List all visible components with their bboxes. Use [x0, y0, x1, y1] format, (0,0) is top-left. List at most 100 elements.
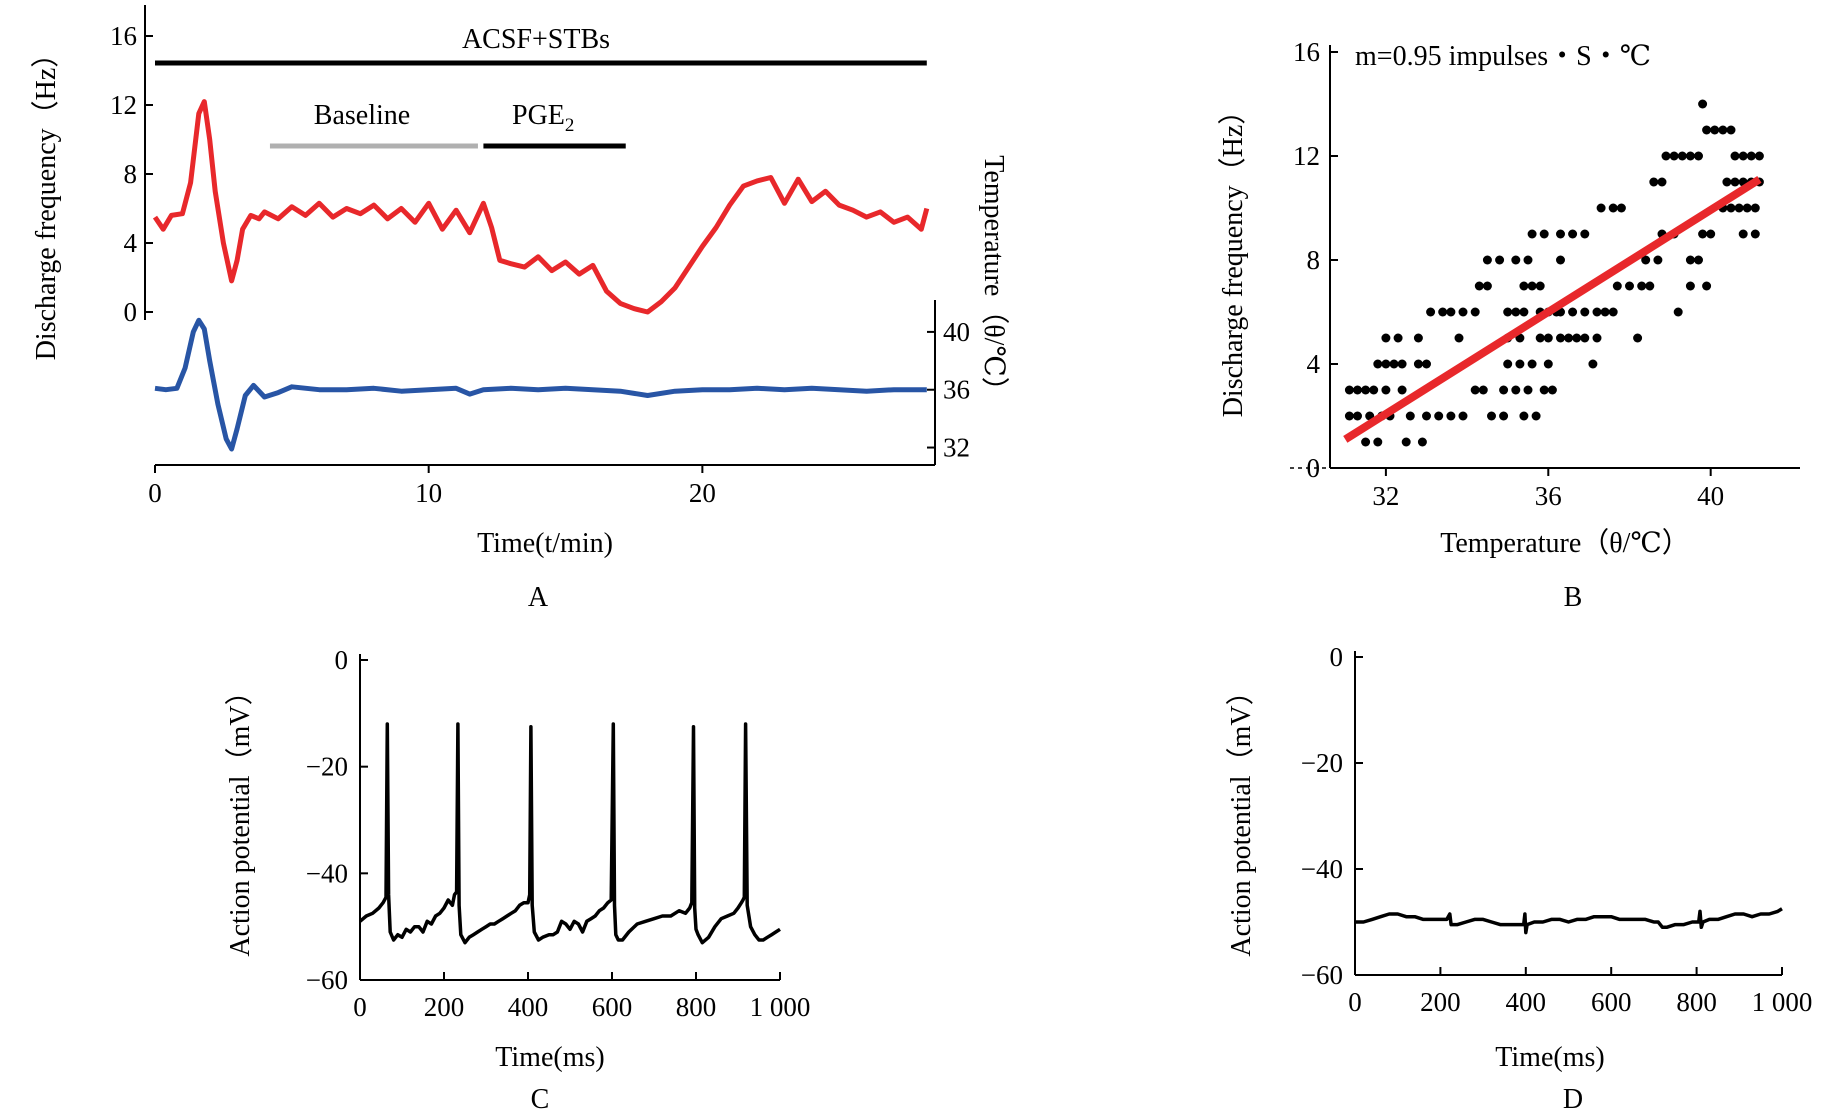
b-ytick-label: 12	[1293, 141, 1320, 171]
scatter-point	[1381, 359, 1391, 369]
scatter-point	[1706, 229, 1716, 239]
scatter-point	[1519, 411, 1529, 421]
scatter-point	[1754, 151, 1764, 161]
scatter-point	[1519, 281, 1529, 291]
scatter-point	[1612, 281, 1622, 291]
scatter-point	[1698, 99, 1708, 109]
scatter-point	[1702, 281, 1712, 291]
scatter-point	[1523, 255, 1533, 265]
scatter-point	[1373, 359, 1383, 369]
d-xtick-label: 800	[1676, 987, 1717, 1017]
scatter-point	[1653, 255, 1663, 265]
scatter-point	[1608, 203, 1618, 213]
scatter-point	[1694, 151, 1703, 161]
scatter-point	[1405, 411, 1415, 421]
scatter-point	[1515, 359, 1525, 369]
scatter-point	[1499, 385, 1509, 395]
scatter-point	[1531, 411, 1541, 421]
panel-d-label: D	[1563, 1084, 1583, 1114]
scatter-point	[1738, 229, 1748, 239]
a-ytick-label: 8	[124, 159, 138, 189]
scatter-point	[1389, 359, 1399, 369]
scatter-point	[1470, 385, 1480, 395]
scatter-point	[1543, 333, 1553, 343]
scatter-point	[1592, 333, 1602, 343]
d-ytick-label: −20	[1301, 748, 1343, 778]
panel-d-xlabel: Time(ms)	[1495, 1042, 1604, 1073]
scatter-point	[1669, 151, 1679, 161]
scatter-point	[1438, 307, 1448, 317]
scatter-point	[1600, 307, 1610, 317]
scatter-point	[1401, 437, 1411, 447]
scatter-point	[1556, 229, 1565, 239]
scatter-point	[1685, 255, 1695, 265]
a-ytick2-label: 32	[943, 433, 970, 463]
c-trace	[358, 722, 781, 945]
d-xtick-label: 400	[1506, 987, 1547, 1017]
panel-b: 0 4 8 12 16 32 36 40 Discharge frequency（Hz） Te…	[1217, 37, 1800, 613]
scatter-point	[1503, 307, 1513, 317]
b-ytick-label: 0	[1307, 453, 1321, 483]
temperature-trace	[154, 317, 927, 452]
scatter-point	[1547, 385, 1557, 395]
c-ytick-label: −60	[306, 965, 348, 995]
scatter-point	[1454, 333, 1464, 343]
scatter-point	[1673, 307, 1683, 317]
scatter-point	[1458, 411, 1468, 421]
a-xtick-label: 10	[415, 478, 442, 508]
c-xtick-label: 400	[508, 992, 549, 1022]
scatter-point	[1710, 125, 1720, 135]
panel-b-xlabel: Temperature（θ/℃）	[1440, 527, 1690, 559]
scatter-point	[1722, 177, 1732, 187]
c-ytick-label: 0	[335, 645, 349, 675]
scatter-point	[1503, 359, 1513, 369]
d-xtick-label: 200	[1420, 987, 1461, 1017]
scatter-point	[1726, 203, 1736, 213]
scatter-point	[1730, 177, 1740, 187]
b-ytick-label: 4	[1307, 349, 1321, 379]
scatter-point	[1750, 203, 1760, 213]
b-xtick-label: 40	[1697, 481, 1724, 511]
scatter-point	[1393, 333, 1403, 343]
scatter-point	[1446, 307, 1456, 317]
scatter-point	[1539, 229, 1549, 239]
scatter-point	[1572, 333, 1582, 343]
scatter-point	[1373, 437, 1383, 447]
scatter-point	[1556, 255, 1565, 265]
scatter-point	[1734, 203, 1744, 213]
a-ytick-label: 16	[110, 21, 137, 51]
d-xtick-label: 1 000	[1752, 987, 1813, 1017]
b-ytick-label: 16	[1293, 37, 1320, 67]
scatter-point	[1616, 203, 1626, 213]
scatter-point	[1625, 281, 1634, 291]
scatter-point	[1381, 385, 1391, 395]
scatter-point	[1511, 255, 1521, 265]
c-xtick-label: 800	[676, 992, 717, 1022]
scatter-point	[1742, 203, 1752, 213]
scatter-point	[1482, 281, 1492, 291]
scatter-point	[1422, 411, 1431, 421]
scatter-point	[1470, 307, 1480, 317]
d-trace	[1355, 907, 1783, 935]
a-ytick-label: 4	[124, 228, 138, 258]
scatter-point	[1426, 307, 1436, 317]
scatter-point	[1495, 255, 1505, 265]
scatter-point	[1580, 307, 1590, 317]
scatter-point	[1596, 203, 1606, 213]
scatter-point	[1649, 177, 1659, 187]
a-ytick2-label: 36	[943, 375, 970, 405]
panel-a-axes: 0 4 8 12 16 32 36 40 0 10 20	[110, 5, 970, 508]
d-xtick-label: 0	[1348, 987, 1362, 1017]
scatter-point	[1527, 359, 1537, 369]
pge-text: PGE	[512, 100, 565, 131]
panel-b-axes: 0 4 8 12 16 32 36 40	[1290, 37, 1800, 511]
panel-c-xlabel: Time(ms)	[495, 1042, 604, 1073]
scatter-point	[1657, 177, 1667, 187]
scatter-point	[1527, 281, 1537, 291]
scatter-point	[1738, 151, 1748, 161]
scatter-point	[1661, 151, 1671, 161]
c-xtick-label: 0	[353, 992, 367, 1022]
scatter-point	[1702, 125, 1712, 135]
scatter-point	[1487, 411, 1496, 421]
scatter-point	[1539, 385, 1549, 395]
